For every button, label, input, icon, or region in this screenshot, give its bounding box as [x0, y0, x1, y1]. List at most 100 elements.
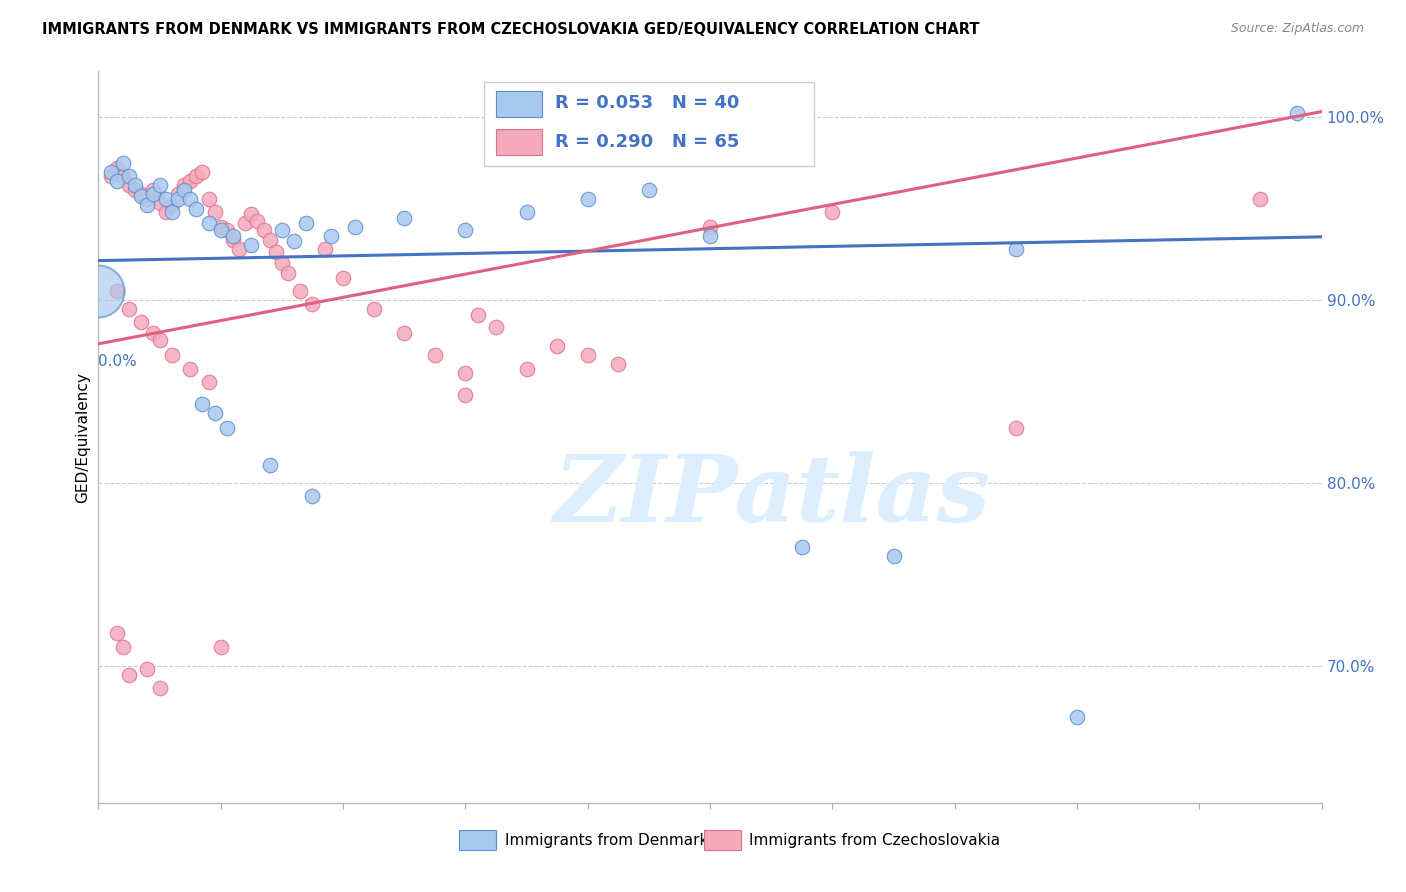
- Text: R = 0.053   N = 40: R = 0.053 N = 40: [555, 94, 740, 112]
- Bar: [496, 91, 543, 118]
- Point: [1066, 710, 1088, 724]
- Point: [149, 333, 172, 347]
- Point: [155, 205, 177, 219]
- Bar: [496, 129, 543, 155]
- Point: [454, 223, 477, 237]
- Point: [264, 245, 287, 260]
- Point: [111, 155, 134, 169]
- Point: [240, 207, 263, 221]
- Point: [240, 238, 263, 252]
- Point: [197, 192, 219, 206]
- Point: [637, 183, 661, 197]
- Point: [160, 348, 183, 362]
- Point: [136, 192, 159, 206]
- Point: [191, 165, 214, 179]
- Point: [136, 198, 159, 212]
- Point: [259, 458, 281, 472]
- Point: [699, 219, 721, 234]
- Point: [314, 242, 336, 256]
- Point: [209, 640, 232, 655]
- Point: [100, 165, 122, 179]
- Point: [124, 178, 146, 192]
- Point: [259, 233, 281, 247]
- Point: [222, 233, 245, 247]
- Point: [149, 196, 172, 211]
- Point: [546, 338, 568, 352]
- Point: [118, 169, 141, 183]
- Point: [173, 178, 195, 192]
- Point: [160, 205, 183, 219]
- Point: [454, 388, 477, 402]
- Point: [699, 228, 721, 243]
- Point: [129, 186, 152, 201]
- Point: [215, 223, 238, 237]
- Text: Immigrants from Czechoslovakia: Immigrants from Czechoslovakia: [749, 832, 1000, 847]
- Point: [1004, 421, 1026, 435]
- Point: [516, 205, 538, 219]
- Point: [576, 348, 599, 362]
- Point: [118, 301, 141, 316]
- Text: 0.0%: 0.0%: [98, 354, 138, 369]
- Point: [607, 357, 630, 371]
- Text: IMMIGRANTS FROM DENMARK VS IMMIGRANTS FROM CZECHOSLOVAKIA GED/EQUIVALENCY CORREL: IMMIGRANTS FROM DENMARK VS IMMIGRANTS FR…: [42, 22, 980, 37]
- Point: [105, 161, 128, 176]
- Bar: [704, 830, 741, 850]
- Point: [105, 625, 128, 640]
- Point: [576, 192, 599, 206]
- Point: [270, 223, 292, 237]
- Point: [87, 284, 110, 298]
- Bar: [484, 82, 814, 167]
- Point: [821, 205, 844, 219]
- Point: [295, 216, 318, 230]
- Point: [516, 362, 538, 376]
- Point: [204, 205, 226, 219]
- Point: [124, 183, 146, 197]
- Point: [105, 284, 128, 298]
- Point: [332, 271, 354, 285]
- Text: Immigrants from Denmark: Immigrants from Denmark: [505, 832, 707, 847]
- Point: [111, 640, 134, 655]
- Point: [319, 228, 342, 243]
- Point: [1004, 242, 1026, 256]
- Text: R = 0.290   N = 65: R = 0.290 N = 65: [555, 133, 740, 152]
- Point: [173, 183, 195, 197]
- Y-axis label: GED/Equivalency: GED/Equivalency: [75, 372, 90, 502]
- Point: [1286, 106, 1309, 120]
- Point: [215, 421, 238, 435]
- Point: [344, 219, 367, 234]
- Point: [197, 216, 219, 230]
- Point: [252, 223, 274, 237]
- Point: [186, 202, 208, 216]
- Point: [270, 256, 292, 270]
- Point: [105, 174, 128, 188]
- Point: [883, 549, 905, 563]
- Point: [160, 198, 183, 212]
- Point: [209, 223, 232, 237]
- Point: [283, 235, 305, 249]
- Point: [191, 397, 214, 411]
- Point: [118, 667, 141, 681]
- Point: [423, 348, 446, 362]
- Point: [129, 315, 152, 329]
- Bar: [460, 830, 496, 850]
- Point: [467, 308, 489, 322]
- Point: [179, 174, 201, 188]
- Point: [228, 242, 250, 256]
- Point: [222, 228, 245, 243]
- Point: [209, 219, 232, 234]
- Point: [179, 192, 201, 206]
- Point: [301, 296, 323, 310]
- Point: [301, 489, 323, 503]
- Point: [167, 186, 190, 201]
- Point: [118, 178, 141, 192]
- Point: [454, 366, 477, 380]
- Point: [155, 192, 177, 206]
- Point: [204, 406, 226, 420]
- Point: [392, 211, 416, 225]
- Point: [179, 362, 201, 376]
- Text: Source: ZipAtlas.com: Source: ZipAtlas.com: [1230, 22, 1364, 36]
- Point: [142, 183, 165, 197]
- Point: [142, 326, 165, 340]
- Point: [246, 214, 269, 228]
- Point: [277, 265, 299, 279]
